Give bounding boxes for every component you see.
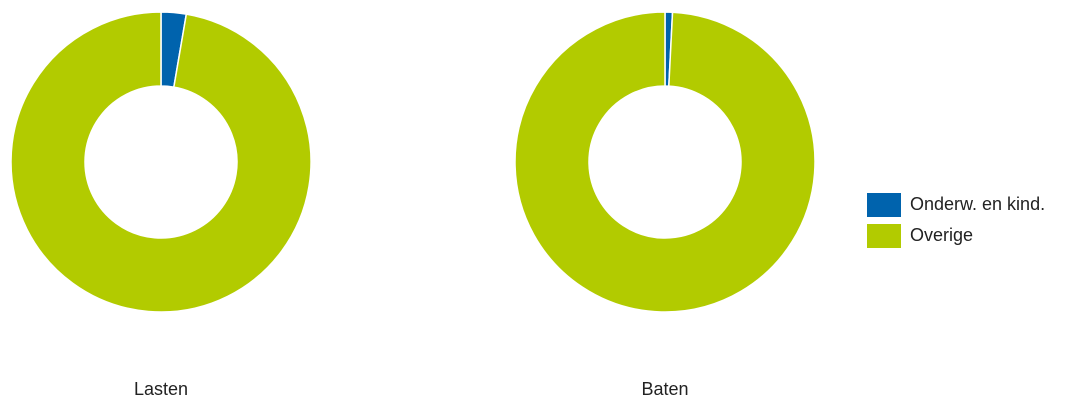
legend-swatch	[867, 193, 901, 217]
chart-title: Baten	[641, 379, 688, 399]
legend-swatch	[867, 224, 901, 248]
legend-label: Onderw. en kind.	[910, 194, 1045, 214]
donut-segment	[10, 11, 312, 313]
donut-segment	[514, 11, 816, 313]
legend-label: Overige	[910, 225, 973, 245]
chart-title: Lasten	[134, 379, 188, 399]
